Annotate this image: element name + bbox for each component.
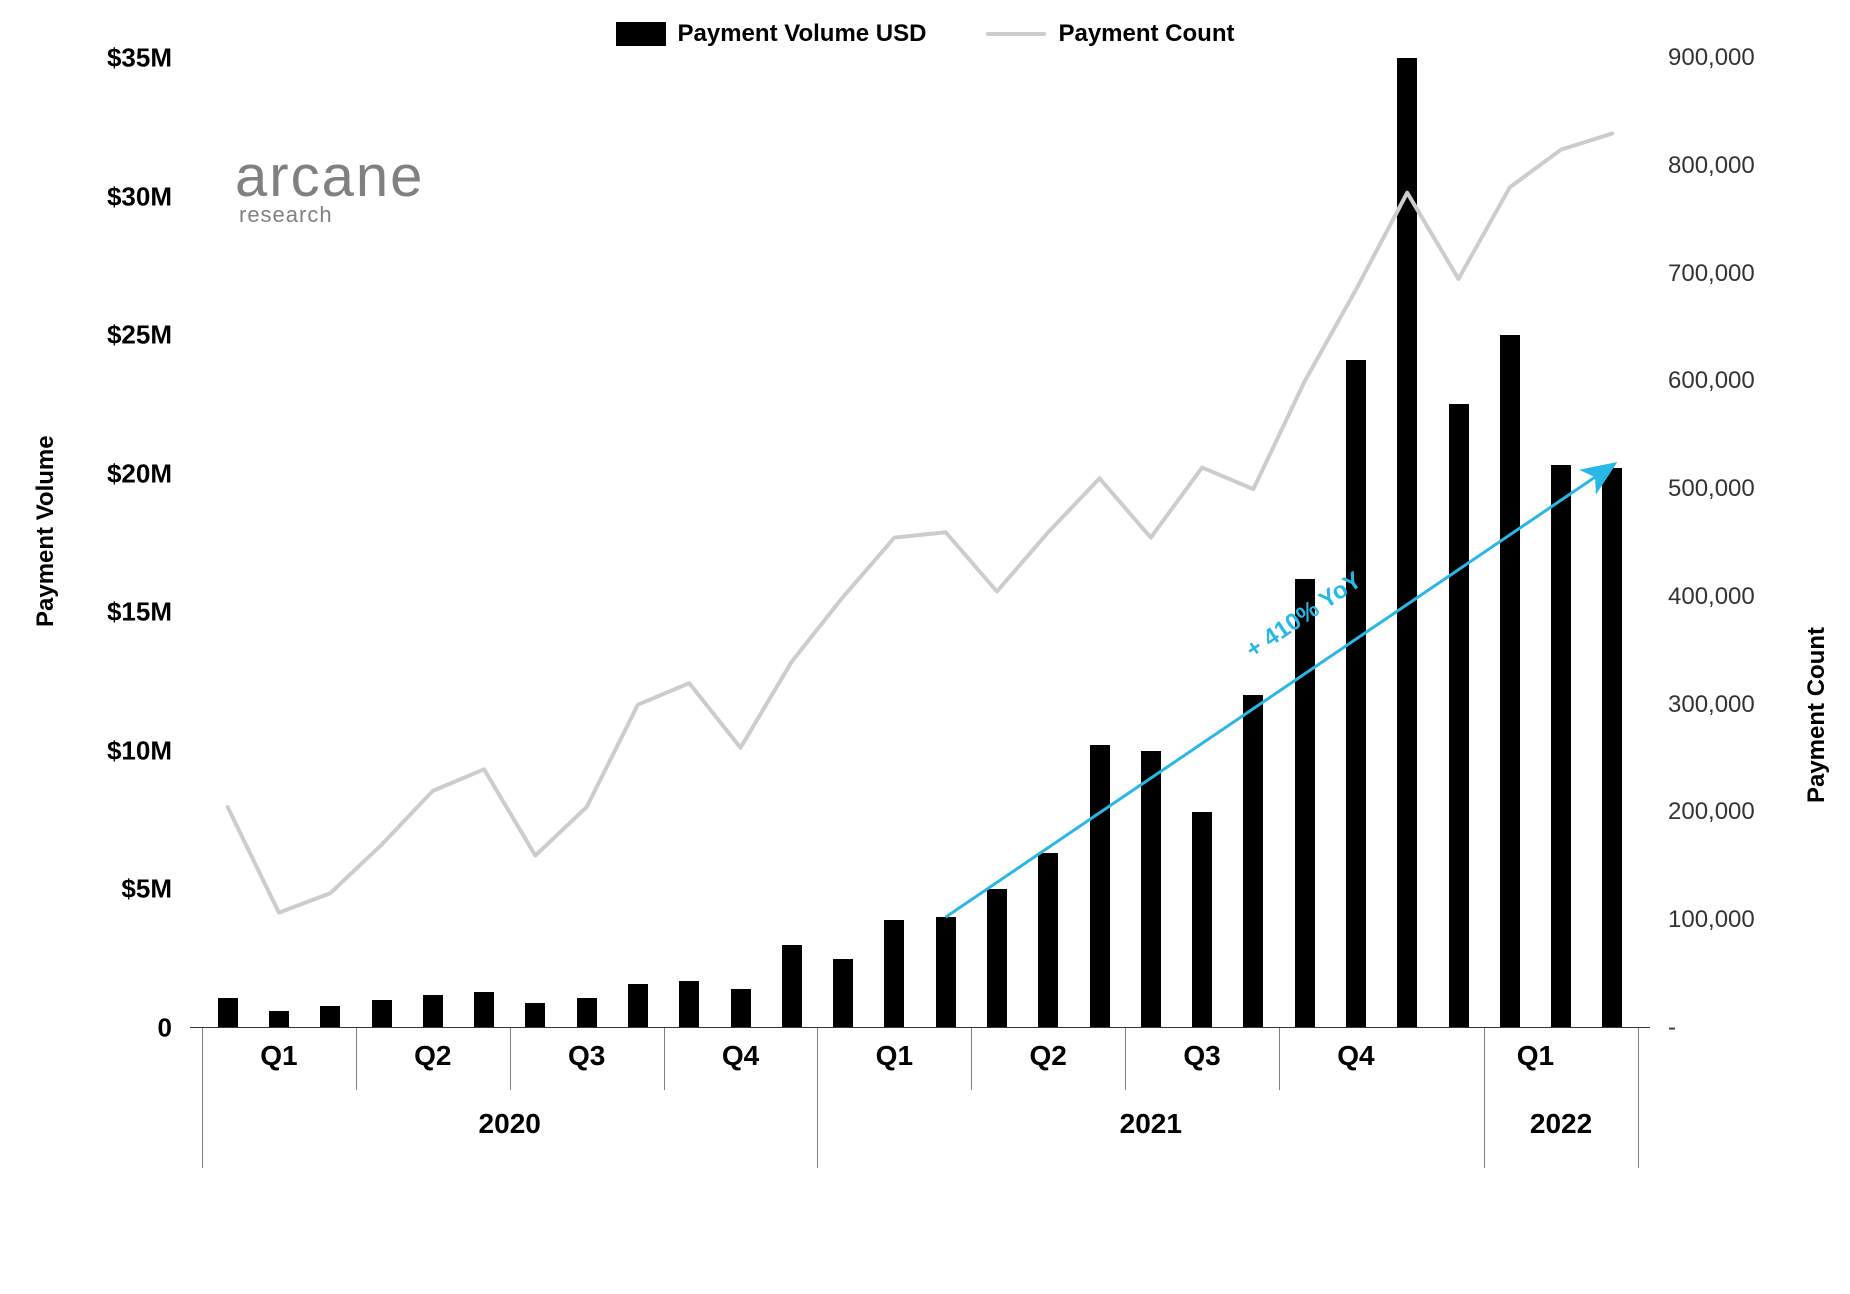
legend: Payment Volume USD Payment Count — [60, 20, 1790, 48]
x-separator-quarter — [1125, 1028, 1126, 1090]
year-label: 2021 — [1120, 1108, 1182, 1140]
y-tick-right: 800,000 — [1668, 152, 1755, 180]
y-tick-right: 400,000 — [1668, 583, 1755, 611]
y-tick-left: $15M — [107, 597, 172, 628]
quarter-label: Q3 — [1183, 1040, 1220, 1072]
logo: arcane research — [235, 148, 424, 228]
x-separator-quarter — [971, 1028, 972, 1090]
quarter-label: Q2 — [414, 1040, 451, 1072]
plot-wrapper: Payment Volume Payment Count 0$5M$10M$15… — [60, 58, 1790, 1168]
legend-bar-label: Payment Volume USD — [678, 20, 927, 48]
quarter-label: Q1 — [876, 1040, 913, 1072]
y-tick-right: 100,000 — [1668, 906, 1755, 934]
quarter-label: Q4 — [1337, 1040, 1374, 1072]
x-separator-quarter — [1279, 1028, 1280, 1090]
y-axis-left: 0$5M$10M$15M$20M$25M$30M$35M — [60, 58, 190, 1028]
logo-main: arcane — [235, 148, 424, 206]
y-tick-right: 700,000 — [1668, 260, 1755, 288]
y-tick-right: 300,000 — [1668, 691, 1755, 719]
x-separator-year — [1484, 1028, 1485, 1168]
legend-line-label: Payment Count — [1058, 20, 1234, 48]
y-tick-left: 0 — [158, 1013, 172, 1044]
legend-item-line: Payment Count — [986, 20, 1234, 48]
y-tick-right: 200,000 — [1668, 798, 1755, 826]
x-axis: Q1 Q2 Q3 Q4 Q1 Q2 Q3 Q4 Q1 2020 2021 2022 — [190, 1028, 1650, 1168]
quarter-label: Q3 — [568, 1040, 605, 1072]
quarter-label: Q2 — [1030, 1040, 1067, 1072]
quarter-label: Q1 — [260, 1040, 297, 1072]
y-tick-right: 900,000 — [1668, 44, 1755, 72]
year-label: 2020 — [479, 1108, 541, 1140]
quarter-label: Q1 — [1517, 1040, 1554, 1072]
y-tick-left: $20M — [107, 458, 172, 489]
x-separator-quarter — [510, 1028, 511, 1090]
quarter-label: Q4 — [722, 1040, 759, 1072]
x-separator-year — [817, 1028, 818, 1168]
y-tick-right: 600,000 — [1668, 367, 1755, 395]
y-axis-right: -100,000200,000300,000400,000500,000600,… — [1650, 58, 1790, 1028]
y-tick-left: $5M — [121, 874, 172, 905]
x-separator-quarter — [664, 1028, 665, 1090]
y-axis-left-label: Payment Volume — [32, 435, 60, 627]
y-tick-left: $30M — [107, 181, 172, 212]
y-tick-left: $10M — [107, 735, 172, 766]
x-separator-year — [202, 1028, 203, 1168]
legend-swatch-bar — [616, 22, 666, 46]
y-tick-left: $35M — [107, 43, 172, 74]
y-tick-left: $25M — [107, 320, 172, 351]
x-separator-year — [1638, 1028, 1639, 1168]
year-label: 2022 — [1530, 1108, 1592, 1140]
x-separator-quarter — [356, 1028, 357, 1090]
y-tick-right: - — [1668, 1014, 1676, 1042]
y-tick-right: 500,000 — [1668, 475, 1755, 503]
chart-container: Payment Volume USD Payment Count Payment… — [60, 20, 1790, 1270]
y-axis-right-label: Payment Count — [1803, 627, 1831, 803]
legend-item-bar: Payment Volume USD — [616, 20, 927, 48]
legend-swatch-line — [986, 32, 1046, 36]
yoy-arrow — [946, 465, 1613, 917]
